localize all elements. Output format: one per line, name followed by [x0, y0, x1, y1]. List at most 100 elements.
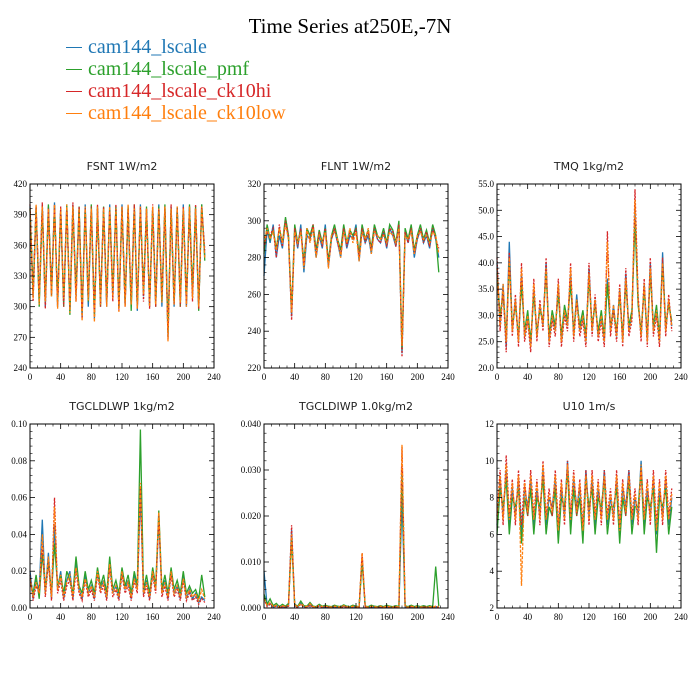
- x-tick-label: 200: [177, 372, 191, 382]
- x-tick-label: 240: [207, 372, 221, 382]
- x-tick-label: 40: [290, 612, 300, 622]
- x-tick-label: 160: [380, 372, 394, 382]
- x-tick-label: 80: [554, 372, 564, 382]
- y-tick-label: 0.030: [241, 465, 262, 475]
- x-tick-label: 40: [523, 612, 533, 622]
- legend-item: cam144_lscale_ck10low: [66, 102, 286, 124]
- x-tick-label: 80: [87, 612, 97, 622]
- legend-swatch: [66, 46, 82, 48]
- y-tick-label: 360: [14, 240, 28, 250]
- y-tick-label: 0.10: [11, 419, 27, 429]
- x-tick-label: 80: [87, 372, 97, 382]
- y-tick-label: 55.0: [478, 179, 494, 189]
- y-tick-label: 0.00: [11, 603, 27, 613]
- y-tick-label: 240: [14, 363, 28, 373]
- x-tick-label: 200: [411, 372, 425, 382]
- x-tick-label: 80: [554, 612, 564, 622]
- y-tick-label: 0.000: [241, 603, 262, 613]
- plot-frame: [263, 423, 449, 609]
- y-tick-label: 2: [490, 603, 495, 613]
- legend-item: cam144_lscale_ck10hi: [66, 80, 286, 102]
- y-tick-label: 270: [14, 332, 28, 342]
- y-tick-label: 280: [248, 253, 262, 263]
- legend-label: cam144_lscale_ck10low: [88, 102, 286, 124]
- y-tick-label: 0.06: [11, 493, 27, 503]
- series-line: [263, 444, 439, 608]
- y-tick-label: 40.0: [478, 258, 494, 268]
- y-tick-label: 35.0: [478, 284, 494, 294]
- series-line: [496, 199, 673, 348]
- x-tick-label: 240: [674, 612, 688, 622]
- panel-title: TGCLDLWP 1kg/m2: [68, 400, 174, 413]
- x-tick-label: 200: [644, 612, 658, 622]
- y-tick-label: 0.010: [241, 557, 262, 567]
- legend-swatch: [66, 90, 82, 92]
- y-tick-label: 330: [14, 271, 28, 281]
- x-tick-label: 160: [613, 612, 627, 622]
- x-tick-label: 120: [582, 612, 596, 622]
- legend-swatch: [66, 68, 82, 70]
- legend-label: cam144_lscale_ck10hi: [88, 80, 272, 102]
- y-tick-label: 0.020: [241, 511, 262, 521]
- x-tick-label: 120: [115, 372, 129, 382]
- x-tick-label: 120: [349, 372, 363, 382]
- x-tick-label: 120: [349, 612, 363, 622]
- figure-title: Time Series at250E,-7N: [248, 14, 452, 38]
- x-tick-label: 40: [56, 612, 66, 622]
- plot-frame: [263, 183, 449, 369]
- x-tick-label: 160: [146, 612, 160, 622]
- series-line: [263, 469, 440, 608]
- x-tick-label: 160: [380, 612, 394, 622]
- y-tick-label: 10: [485, 456, 495, 466]
- x-tick-label: 80: [321, 372, 331, 382]
- x-tick-label: 240: [441, 612, 455, 622]
- x-tick-label: 0: [262, 372, 267, 382]
- y-tick-label: 6: [490, 529, 495, 539]
- panel-title: TMQ 1kg/m2: [553, 160, 624, 173]
- x-tick-label: 0: [28, 372, 33, 382]
- series-line: [29, 482, 206, 603]
- series-line: [29, 488, 206, 606]
- x-tick-label: 200: [644, 372, 658, 382]
- y-tick-label: 0.02: [11, 566, 27, 576]
- series-line: [29, 204, 206, 342]
- x-tick-label: 0: [495, 372, 500, 382]
- x-tick-label: 40: [56, 372, 66, 382]
- x-tick-label: 160: [146, 372, 160, 382]
- panel-title: FSNT 1W/m2: [87, 160, 158, 173]
- y-tick-label: 300: [248, 216, 262, 226]
- legend: cam144_lscale cam144_lscale_pmf cam144_l…: [66, 36, 286, 124]
- y-tick-label: 0.08: [11, 456, 27, 466]
- y-tick-label: 320: [248, 179, 262, 189]
- x-tick-label: 240: [441, 372, 455, 382]
- panel-title: TGCLDIWP 1.0kg/m2: [298, 400, 413, 413]
- series-line: [263, 224, 440, 346]
- y-tick-label: 12: [485, 419, 494, 429]
- y-tick-label: 300: [14, 302, 28, 312]
- panel-title: U10 1m/s: [563, 400, 616, 413]
- series-line: [29, 429, 206, 600]
- legend-label: cam144_lscale: [88, 36, 207, 58]
- x-tick-label: 200: [177, 612, 191, 622]
- series-line: [496, 464, 673, 586]
- y-tick-label: 420: [14, 179, 28, 189]
- x-tick-label: 40: [290, 372, 300, 382]
- y-tick-label: 45.0: [478, 232, 494, 242]
- x-tick-label: 160: [613, 372, 627, 382]
- y-tick-label: 260: [248, 289, 262, 299]
- x-tick-label: 0: [28, 612, 33, 622]
- y-tick-label: 390: [14, 210, 28, 220]
- x-tick-label: 200: [411, 612, 425, 622]
- y-tick-label: 30.0: [478, 310, 494, 320]
- legend-item: cam144_lscale_pmf: [66, 58, 286, 80]
- legend-item: cam144_lscale: [66, 36, 286, 58]
- x-tick-label: 80: [321, 612, 331, 622]
- y-tick-label: 25.0: [478, 337, 494, 347]
- x-tick-label: 40: [523, 372, 533, 382]
- y-tick-label: 4: [490, 566, 495, 576]
- series-line: [263, 446, 439, 609]
- y-tick-label: 220: [248, 363, 262, 373]
- y-tick-label: 0.04: [11, 529, 27, 539]
- legend-swatch: [66, 112, 82, 114]
